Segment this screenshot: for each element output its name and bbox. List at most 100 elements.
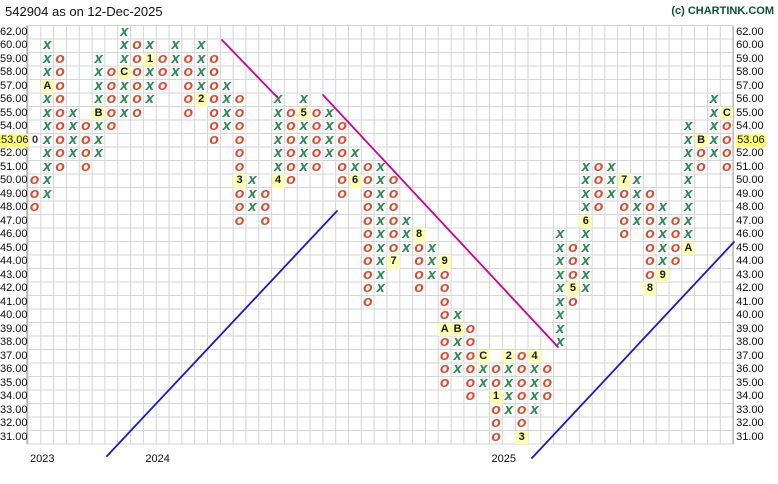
pf-x-box: X <box>119 25 129 39</box>
pf-x-box: X <box>555 336 565 349</box>
y-label-left: 40.00 <box>0 309 28 321</box>
pf-month-marker: B <box>451 322 465 336</box>
pf-x-box: X <box>273 120 283 133</box>
pf-x-box: X <box>607 160 616 174</box>
pf-o-box: O <box>388 201 399 214</box>
pf-x-box: X <box>299 160 308 174</box>
pf-x-box: X <box>94 93 103 106</box>
pf-o-box: O <box>568 241 578 255</box>
pf-o-box: O <box>209 133 219 147</box>
pf-o-box: O <box>311 147 322 160</box>
y-label-left: 36.00 <box>0 363 28 375</box>
pf-x-box: X <box>581 201 591 214</box>
pf-o-box: O <box>132 66 142 79</box>
pf-o-box: O <box>286 106 296 120</box>
pf-o-box: O <box>234 214 245 228</box>
pf-o-box: O <box>29 174 40 187</box>
pf-o-box: O <box>311 160 322 174</box>
pf-month-marker: 9 <box>438 255 452 269</box>
pf-x-box: X <box>453 363 462 376</box>
pf-x-box: X <box>427 255 437 268</box>
pf-o-box: O <box>542 376 552 390</box>
pf-x-box: X <box>684 174 693 187</box>
pf-o-box: O <box>645 228 655 241</box>
pf-o-box: O <box>363 241 373 255</box>
pf-x-box: X <box>376 214 385 228</box>
pf-x-box: X <box>43 160 52 174</box>
pf-x-box: X <box>222 106 232 120</box>
pf-o-box: O <box>81 147 91 160</box>
pf-x-box: X <box>684 214 693 228</box>
pf-x-box: X <box>453 349 462 363</box>
pf-o-box: O <box>593 201 604 214</box>
y-label-left: 55.00 <box>0 106 28 119</box>
pf-o-box: O <box>158 52 168 66</box>
pf-x-box: X <box>504 403 514 417</box>
pf-o-box: O <box>517 417 527 430</box>
pf-x-box: X <box>658 241 667 255</box>
bearish-resistance-1 <box>221 39 278 98</box>
pf-x-box: X <box>196 52 206 66</box>
pf-o-box: O <box>517 376 527 390</box>
pf-o-box: O <box>363 295 373 309</box>
price-label-artifact: 0 <box>32 133 39 146</box>
pf-x-box: X <box>43 147 52 160</box>
y-label-right: 42.00 <box>736 282 764 294</box>
pf-month-marker: 7 <box>617 174 631 188</box>
y-label-right: 40.00 <box>736 309 764 321</box>
pf-x-box: X <box>248 187 257 201</box>
pf-o-box: O <box>311 106 322 120</box>
y-label-right: 50.00 <box>736 174 764 186</box>
chart-title: 542904 as on 12-Dec-2025 <box>5 4 163 19</box>
pf-x-box: X <box>709 133 719 147</box>
pf-o-box: O <box>722 133 732 147</box>
y-label-left: 32.00 <box>0 417 28 429</box>
y-label-left: 39.00 <box>0 322 28 335</box>
pf-o-box: O <box>234 187 245 201</box>
bearish-resistance-2 <box>322 94 559 348</box>
pf-o-box: O <box>209 79 219 93</box>
pf-o-box: O <box>722 120 732 133</box>
pf-o-box: O <box>619 214 629 228</box>
pf-x-box: X <box>94 79 103 93</box>
pf-x-box: X <box>684 187 693 201</box>
y-label-right: 48.00 <box>736 201 764 213</box>
pf-month-marker: 3 <box>515 430 529 444</box>
pf-x-box: X <box>119 52 129 66</box>
pf-x-box: X <box>658 228 667 241</box>
pf-o-box: O <box>363 174 373 187</box>
pf-o-box: O <box>55 160 65 174</box>
pf-x-box: X <box>94 120 103 133</box>
pf-x-box: X <box>248 201 257 214</box>
pf-month-marker: 1 <box>143 52 157 66</box>
y-label-left: 37.00 <box>0 349 28 362</box>
y-label-left: 62.00 <box>0 25 28 38</box>
pf-o-box: O <box>158 79 168 93</box>
pf-x-box: X <box>119 93 129 106</box>
pf-o-box: O <box>491 403 501 417</box>
y-label-left: 54.00 <box>0 120 28 132</box>
pf-x-box: X <box>94 52 103 66</box>
y-label-left: 45.00 <box>0 241 28 254</box>
pf-x-box: X <box>402 241 411 255</box>
pf-x-box: X <box>273 160 283 174</box>
pf-x-box: X <box>145 39 155 52</box>
pf-x-box: X <box>402 214 411 228</box>
pf-x-box: X <box>530 403 539 417</box>
pf-x-box: X <box>555 322 565 336</box>
pf-month-marker: A <box>40 79 54 93</box>
pf-o-box: O <box>670 228 681 241</box>
pf-o-box: O <box>542 363 552 376</box>
pf-x-box: X <box>43 187 52 201</box>
pf-x-box: X <box>273 147 283 160</box>
pf-x-box: X <box>376 241 385 255</box>
pf-month-marker: 6 <box>348 174 362 188</box>
y-label-left: 44.00 <box>0 255 28 267</box>
pf-month-marker: 5 <box>566 282 580 296</box>
pf-month-marker: 2 <box>502 349 516 363</box>
pf-x-box: X <box>376 268 385 282</box>
pf-o-box: O <box>414 282 424 295</box>
pf-o-box: O <box>593 187 604 201</box>
pf-x-box: X <box>299 120 308 133</box>
pf-x-box: X <box>684 228 693 241</box>
